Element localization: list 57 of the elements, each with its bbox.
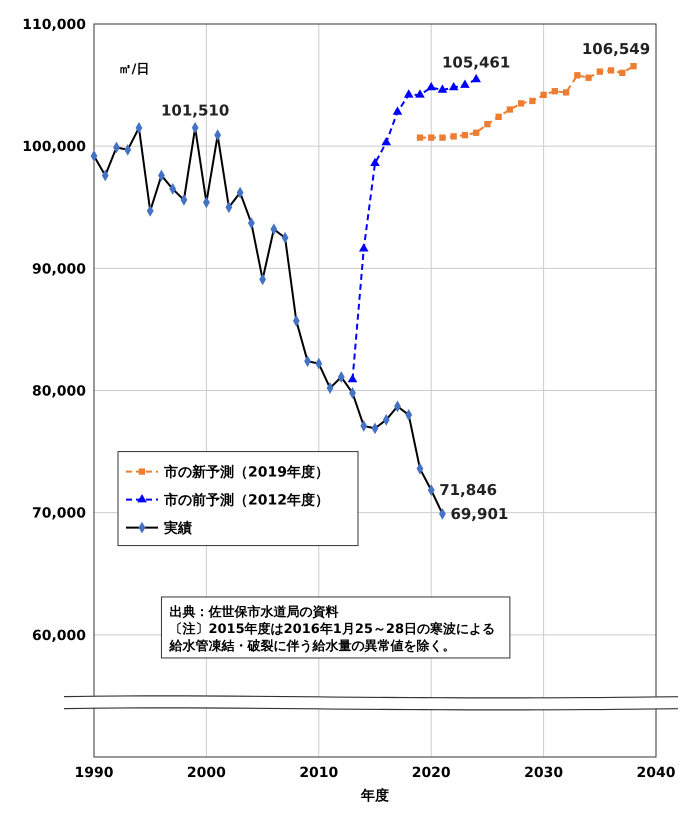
x-tick-label: 2020 (412, 765, 451, 781)
y-tick-label: 60,000 (32, 628, 86, 644)
point (552, 88, 558, 94)
x-tick-label: 2030 (524, 765, 564, 781)
point (630, 63, 637, 70)
y-axis-title: ㎥/日 (118, 62, 150, 77)
y-tick-label: 90,000 (32, 261, 86, 278)
point (585, 74, 592, 81)
annotation: 給水管凍結・破裂に伴う給水量の異常値を除く。 (168, 638, 456, 654)
point (404, 89, 414, 98)
point (608, 67, 614, 74)
point (438, 84, 448, 93)
data-label: 106,549 (582, 40, 650, 58)
x-tick-label: 2010 (299, 765, 339, 781)
point (358, 243, 369, 252)
point (348, 374, 358, 382)
x-axis-title: 年度 (360, 787, 389, 804)
data-label: 69,901 (450, 504, 508, 523)
point (473, 130, 480, 136)
point (495, 114, 502, 120)
x-tick-label: 2040 (636, 765, 676, 781)
point (415, 89, 425, 98)
annotation: 出典：佐世保市水道局の資料 (169, 604, 338, 620)
y-tick-label: 110,000 (22, 17, 86, 33)
x-tick-label: 1990 (74, 765, 114, 781)
point (392, 106, 402, 115)
point (381, 136, 392, 146)
point (529, 98, 536, 104)
x-tick-label: 2000 (186, 765, 226, 781)
legend-label: 市の新予測（2019年度） (163, 464, 329, 481)
legend-label: 実績 (164, 520, 192, 537)
point (574, 72, 580, 78)
point (450, 133, 457, 140)
legend-label: 市の前予測（2012年度） (163, 492, 329, 509)
point (518, 100, 524, 107)
point (439, 134, 446, 141)
point (460, 80, 470, 88)
point (506, 106, 514, 113)
point (416, 134, 424, 141)
point (619, 70, 626, 76)
point (426, 82, 436, 90)
data-label: 105,461 (442, 53, 510, 72)
point (462, 132, 468, 138)
point (428, 134, 434, 141)
y-tick-label: 80,000 (32, 384, 86, 400)
point (562, 89, 570, 96)
point (484, 121, 491, 128)
y-tick-label: 70,000 (32, 506, 86, 522)
point (471, 74, 481, 82)
point (540, 92, 547, 98)
data-label: 71,846 (439, 481, 498, 500)
point (370, 158, 380, 166)
data-label: 101,510 (160, 102, 230, 120)
point (448, 82, 458, 90)
y-tick-label: 100,000 (22, 139, 86, 156)
point (596, 68, 603, 75)
annotation: 〔注〕2015年度は2016年1月25～28日の寒波による (169, 620, 496, 637)
